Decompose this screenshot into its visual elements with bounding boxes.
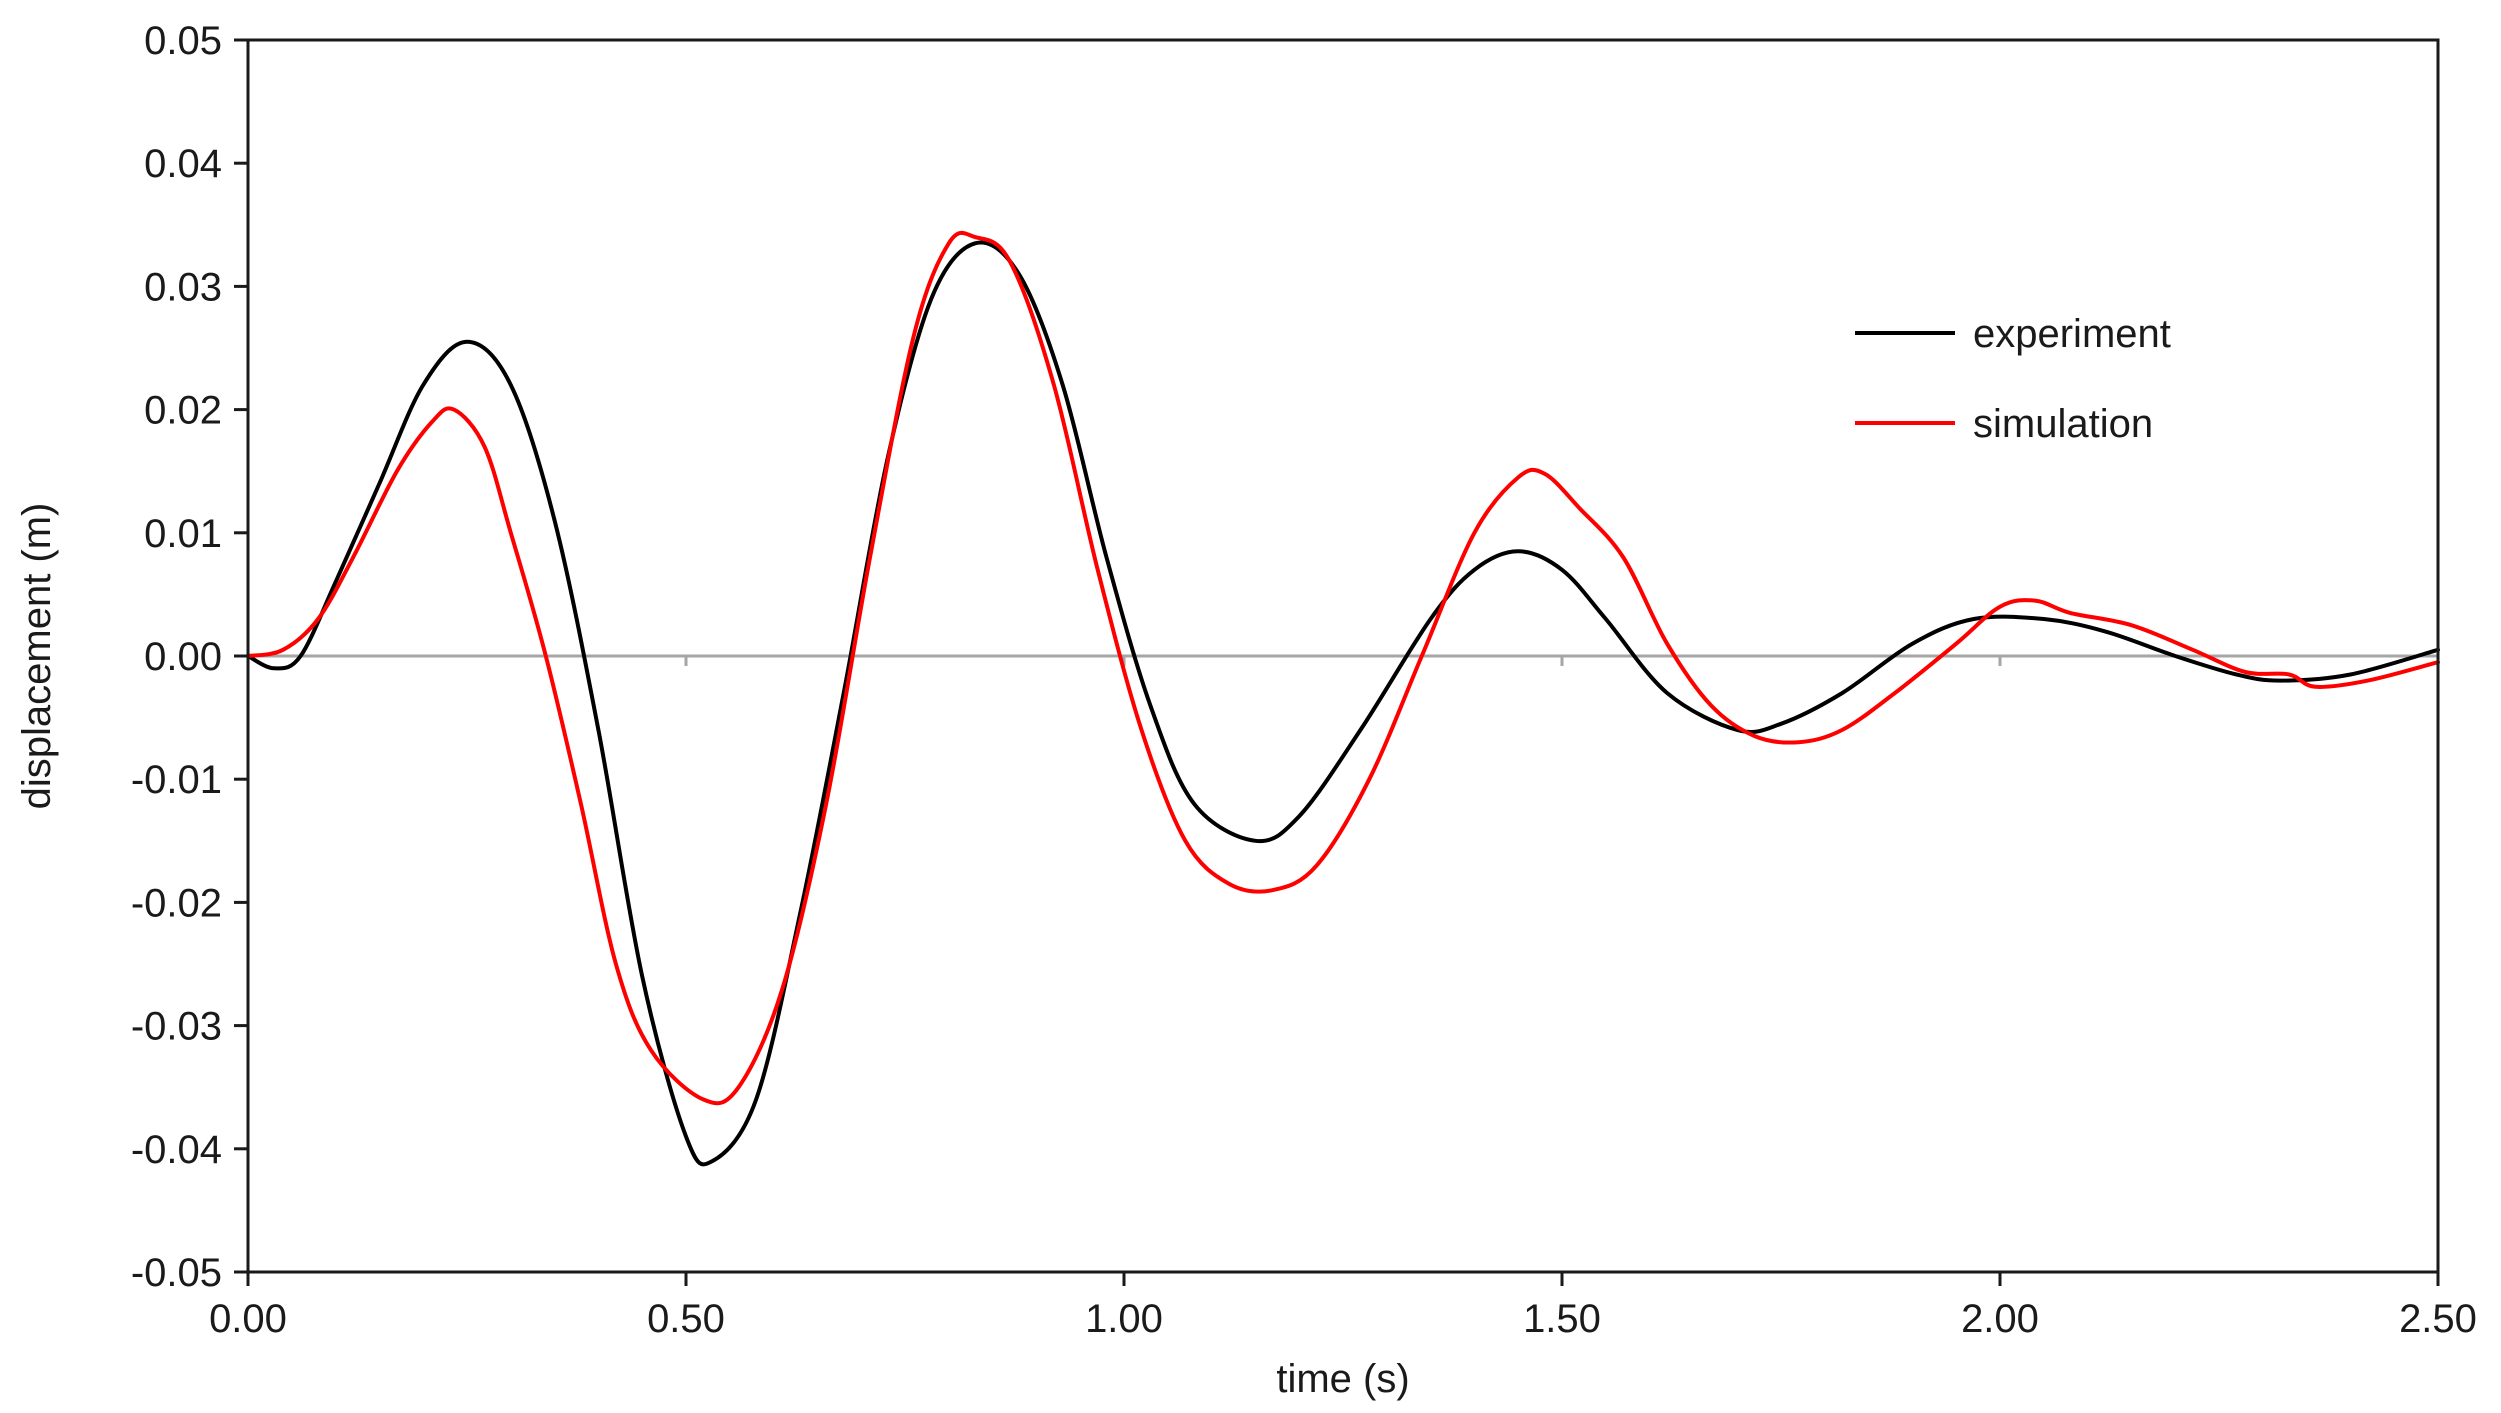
- x-tick-label: 2.00: [1961, 1297, 2039, 1341]
- x-tick-label: 0.00: [209, 1297, 287, 1341]
- y-tick-label: 0.01: [144, 512, 222, 556]
- series-line-simulation: [246, 230, 2440, 1106]
- y-axis-title: displacement (m): [15, 503, 59, 810]
- x-tick-label: 1.50: [1523, 1297, 1601, 1341]
- y-tick-label: 0.02: [144, 389, 222, 433]
- x-tick-label: 1.00: [1085, 1297, 1163, 1341]
- y-tick-label: -0.02: [131, 881, 222, 925]
- x-axis-title: time (s): [1276, 1357, 1409, 1401]
- y-tick-label: -0.05: [131, 1251, 222, 1295]
- y-tick-label: 0.04: [144, 142, 222, 186]
- legend-label-simulation: simulation: [1973, 402, 2153, 446]
- legend-label-experiment: experiment: [1973, 312, 2171, 356]
- x-tick-label: 2.50: [2399, 1297, 2477, 1341]
- y-tick-label: 0.00: [144, 635, 222, 679]
- legend: experiment simulation: [1855, 312, 2171, 446]
- y-tick-label: -0.04: [131, 1128, 222, 1172]
- y-tick-label: -0.03: [131, 1005, 222, 1049]
- series-line-experiment: [246, 240, 2440, 1167]
- y-tick-label: -0.01: [131, 758, 222, 802]
- x-tick-label: 0.50: [647, 1297, 725, 1341]
- y-tick-label: 0.03: [144, 265, 222, 309]
- y-tick-label: 0.05: [144, 19, 222, 63]
